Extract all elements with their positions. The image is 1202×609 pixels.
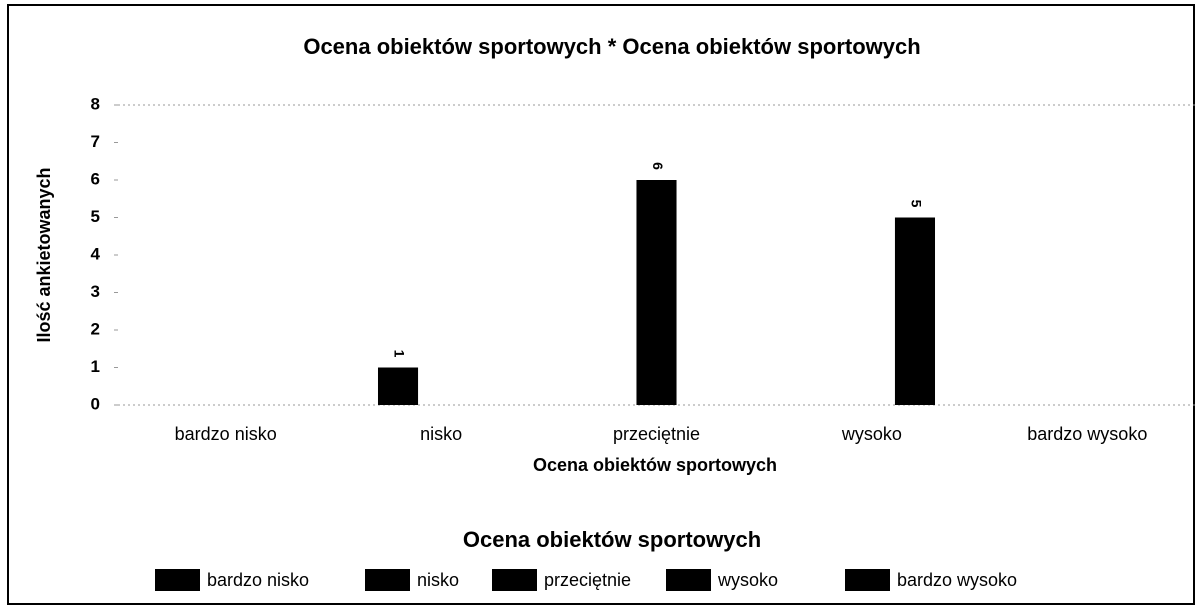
y-tick-label: 2 [91, 319, 100, 338]
legend-swatch [155, 569, 200, 591]
bar [894, 217, 936, 405]
y-tick-label: 7 [91, 132, 100, 151]
y-tick-label: 6 [91, 169, 100, 188]
y-tick-label: 5 [91, 207, 100, 226]
y-tick-label: 1 [91, 357, 100, 376]
y-tick-label: 4 [91, 244, 101, 263]
legend-label: wysoko [717, 570, 778, 590]
data-label: 1 [391, 350, 407, 358]
x-tick-label: wysoko [841, 424, 902, 444]
legend-label: bardzo nisko [207, 570, 309, 590]
bar [636, 180, 677, 405]
legend-swatch [492, 569, 537, 591]
legend-label: nisko [417, 570, 459, 590]
bar [377, 367, 419, 405]
legend-swatch [666, 569, 711, 591]
data-label: 6 [650, 162, 666, 170]
legend-label: bardzo wysoko [897, 570, 1017, 590]
x-tick-label: przeciętnie [613, 424, 700, 444]
y-tick-label: 0 [91, 394, 100, 413]
legend-swatch [845, 569, 890, 591]
x-tick-label: bardzo wysoko [1027, 424, 1147, 444]
y-tick-label: 8 [91, 94, 100, 113]
chart-title: Ocena obiektów sportowych * Ocena obiekt… [303, 34, 920, 59]
x-tick-label: bardzo nisko [175, 424, 277, 444]
y-tick-label: 3 [91, 282, 100, 301]
legend-title: Ocena obiektów sportowych [463, 527, 761, 552]
legend-swatch [365, 569, 410, 591]
x-axis-title: Ocena obiektów sportowych [533, 455, 777, 475]
x-tick-label: nisko [420, 424, 462, 444]
y-axis-title: Ilość ankietowanych [34, 167, 54, 342]
frame [7, 4, 1195, 605]
legend-label: przeciętnie [544, 570, 631, 590]
data-label: 5 [908, 200, 924, 208]
